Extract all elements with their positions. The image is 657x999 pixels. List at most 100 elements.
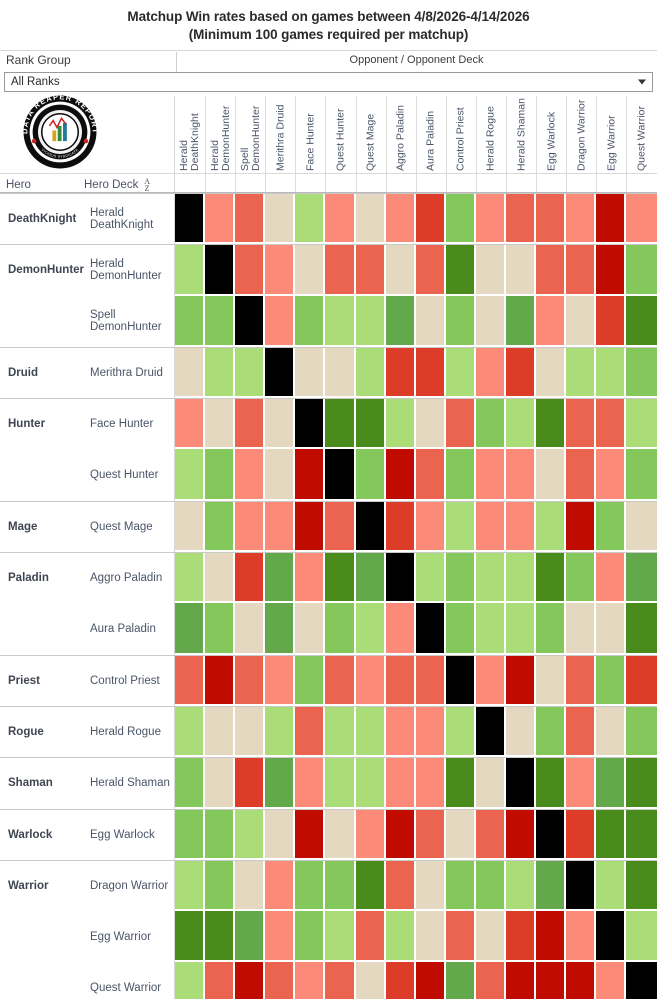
heatmap-cell[interactable]: [596, 911, 627, 963]
heatmap-cell[interactable]: [506, 553, 537, 604]
heatmap-cell[interactable]: [626, 449, 657, 501]
heatmap-cell[interactable]: [235, 501, 266, 553]
heatmap-cell[interactable]: [475, 809, 507, 860]
column-header[interactable]: Herald DemonHunter: [205, 96, 235, 173]
heatmap-cell[interactable]: [385, 603, 416, 655]
heatmap-cell[interactable]: [325, 809, 356, 860]
heatmap-cell[interactable]: [596, 295, 627, 347]
heatmap-cell[interactable]: [415, 706, 446, 758]
heatmap-cell[interactable]: [235, 347, 266, 399]
heatmap-cell[interactable]: [536, 399, 567, 450]
heatmap-cell[interactable]: [415, 655, 446, 706]
column-header[interactable]: Quest Hunter: [325, 96, 355, 173]
heatmap-cell[interactable]: [566, 194, 597, 245]
heatmap-cell[interactable]: [445, 449, 476, 501]
heatmap-cell[interactable]: [596, 603, 627, 655]
heatmap-cell[interactable]: [175, 501, 206, 553]
heatmap-cell[interactable]: [596, 194, 627, 245]
heatmap-cell[interactable]: [506, 706, 537, 758]
heatmap-cell[interactable]: [265, 860, 296, 912]
heatmap-cell[interactable]: [325, 194, 356, 245]
heatmap-cell[interactable]: [205, 553, 236, 604]
heatmap-cell[interactable]: [235, 706, 266, 758]
heatmap-cell[interactable]: [415, 553, 446, 604]
heatmap-cell[interactable]: [325, 399, 356, 450]
heatmap-cell[interactable]: [355, 809, 386, 860]
heatmap-cell[interactable]: [506, 194, 537, 245]
column-header[interactable]: Control Priest: [445, 96, 476, 173]
heatmap-cell[interactable]: [175, 911, 206, 963]
heatmap-cell[interactable]: [325, 347, 356, 399]
heatmap-cell[interactable]: [626, 245, 657, 296]
column-header[interactable]: Spell DemonHunter: [235, 96, 265, 173]
heatmap-cell[interactable]: [265, 553, 296, 604]
heatmap-cell[interactable]: [175, 449, 206, 501]
heatmap-cell[interactable]: [445, 295, 476, 347]
heatmap-cell[interactable]: [536, 706, 567, 758]
heatmap-cell[interactable]: [325, 911, 356, 963]
heatmap-cell[interactable]: [536, 553, 567, 604]
heatmap-cell[interactable]: [566, 449, 597, 501]
heatmap-cell[interactable]: [626, 706, 657, 758]
heatmap-cell[interactable]: [265, 758, 296, 809]
heatmap-cell[interactable]: [445, 860, 476, 912]
heatmap-cell[interactable]: [295, 347, 326, 399]
heatmap-cell[interactable]: [265, 501, 296, 553]
heatmap-cell[interactable]: [235, 194, 266, 245]
heatmap-cell[interactable]: [355, 962, 386, 999]
heatmap-cell[interactable]: [295, 706, 326, 758]
heatmap-cell[interactable]: [265, 603, 296, 655]
heatmap-cell[interactable]: [325, 758, 356, 809]
heatmap-cell[interactable]: [205, 399, 236, 450]
heatmap-cell[interactable]: [385, 347, 416, 399]
heatmap-cell[interactable]: [175, 603, 206, 655]
heatmap-cell[interactable]: [295, 449, 326, 501]
heatmap-cell[interactable]: [385, 758, 416, 809]
heatmap-cell[interactable]: [385, 295, 416, 347]
heatmap-cell[interactable]: [175, 706, 206, 758]
heatmap-cell[interactable]: [385, 449, 416, 501]
heatmap-cell[interactable]: [265, 295, 296, 347]
heatmap-cell[interactable]: [295, 194, 326, 245]
heatmap-cell[interactable]: [626, 194, 657, 245]
heatmap-cell[interactable]: [506, 501, 537, 553]
heatmap-cell[interactable]: [415, 962, 446, 999]
heatmap-cell[interactable]: [235, 295, 266, 347]
heatmap-cell[interactable]: [325, 449, 356, 501]
heatmap-cell[interactable]: [235, 449, 266, 501]
heatmap-cell[interactable]: [475, 706, 507, 758]
heatmap-cell[interactable]: [415, 911, 446, 963]
heatmap-cell[interactable]: [506, 245, 537, 296]
heatmap-cell[interactable]: [506, 655, 537, 706]
heatmap-cell[interactable]: [445, 962, 476, 999]
heatmap-cell[interactable]: [295, 911, 326, 963]
heatmap-cell[interactable]: [475, 655, 507, 706]
column-header[interactable]: Aura Paladin: [415, 96, 446, 173]
heatmap-cell[interactable]: [445, 553, 476, 604]
heatmap-cell[interactable]: [325, 706, 356, 758]
heatmap-cell[interactable]: [506, 860, 537, 912]
heatmap-cell[interactable]: [475, 399, 507, 450]
heatmap-cell[interactable]: [566, 603, 597, 655]
heatmap-cell[interactable]: [475, 553, 507, 604]
rank-group-dropdown[interactable]: All Ranks: [4, 72, 653, 92]
heatmap-cell[interactable]: [626, 603, 657, 655]
heatmap-cell[interactable]: [626, 655, 657, 706]
heatmap-cell[interactable]: [385, 655, 416, 706]
heatmap-cell[interactable]: [596, 501, 627, 553]
heatmap-cell[interactable]: [355, 706, 386, 758]
heatmap-cell[interactable]: [566, 245, 597, 296]
heatmap-cell[interactable]: [175, 295, 206, 347]
heatmap-cell[interactable]: [536, 911, 567, 963]
heatmap-cell[interactable]: [235, 245, 266, 296]
heatmap-cell[interactable]: [536, 809, 567, 860]
heatmap-cell[interactable]: [475, 603, 507, 655]
heatmap-cell[interactable]: [626, 758, 657, 809]
heatmap-cell[interactable]: [355, 399, 386, 450]
heatmap-cell[interactable]: [265, 809, 296, 860]
heatmap-cell[interactable]: [205, 501, 236, 553]
heatmap-cell[interactable]: [355, 758, 386, 809]
heatmap-cell[interactable]: [566, 962, 597, 999]
heatmap-cell[interactable]: [265, 347, 296, 399]
